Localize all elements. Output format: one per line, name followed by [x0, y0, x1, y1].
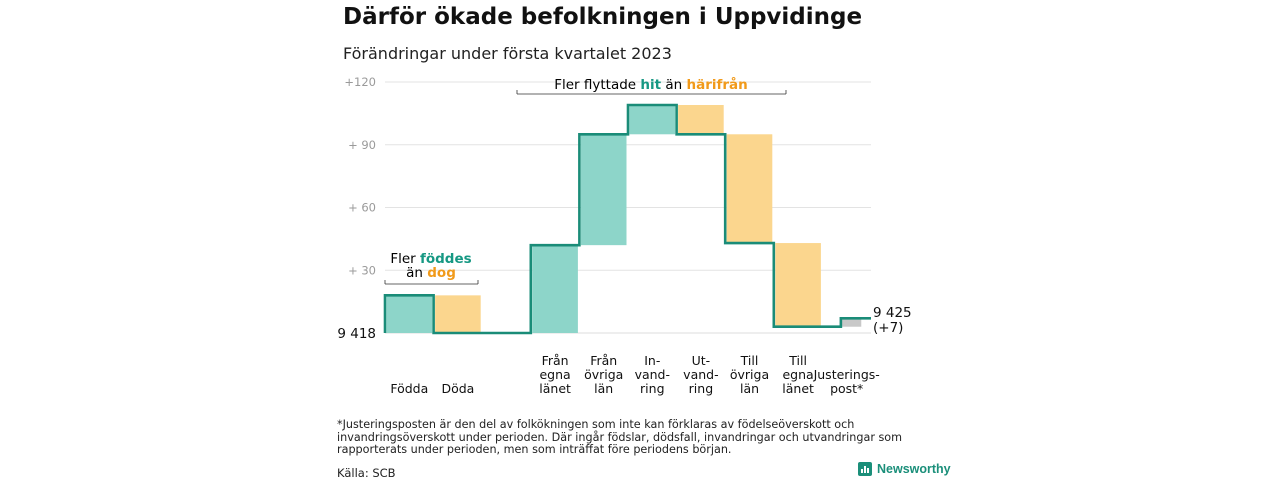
cumulative-step-line: [383, 103, 871, 335]
source-label: Källa: SCB: [337, 466, 396, 480]
category-label: Till: [788, 353, 807, 368]
category-label: län: [594, 381, 613, 396]
brand-name: Newsworthy: [877, 462, 951, 476]
category-label: Till: [740, 353, 759, 368]
bar: [435, 295, 481, 333]
waterfall-bars: [386, 105, 862, 333]
category-label: Justerings-: [813, 367, 880, 382]
category-label: Från: [542, 353, 569, 368]
category-labels: Födda DödaFrånegnalänetFrånövrigalänIn-va…: [390, 353, 879, 396]
category-label: län: [740, 381, 759, 396]
brand-logo: Newsworthy: [858, 462, 951, 476]
chart-title: Därför ökade befolkningen i Uppvidinge: [343, 4, 863, 30]
category-label: ring: [640, 381, 664, 396]
category-label: ring: [689, 381, 713, 396]
y-tick-label: + 60: [348, 201, 376, 215]
bar: [678, 105, 724, 135]
category-label: Födda: [390, 381, 428, 396]
category-label: länet: [782, 381, 814, 396]
end-value-label: 9 425: [873, 305, 912, 321]
bar: [386, 295, 433, 333]
bar: [840, 318, 862, 327]
births-annotation-line1: Fler föddes: [390, 251, 471, 267]
y-tick-label: + 90: [348, 138, 376, 152]
category-label: övriga: [730, 367, 769, 382]
bar: [532, 245, 578, 333]
births-annotation-line2: än dog: [406, 265, 456, 281]
newsworthy-icon: [858, 462, 872, 476]
end-change-label: (+7): [873, 320, 903, 336]
y-tick-labels: + 30 + 60 + 90 +120: [344, 75, 376, 277]
category-label: In-: [644, 353, 660, 368]
bar: [775, 243, 821, 327]
annotations: Fler föddes än dog Fler flyttade hit än …: [384, 76, 787, 285]
waterfall-chart: + 30+ 60+ 90+120 Födda DödaFrånegnalänetF…: [337, 75, 912, 396]
start-value-label: 9 418: [337, 326, 376, 342]
migration-annotation: Fler flyttade hit än härifrån: [554, 76, 748, 93]
category-label: länet: [539, 381, 571, 396]
chart-subtitle: Förändringar under första kvartalet 2023: [343, 44, 672, 63]
category-label: vand-: [683, 367, 718, 382]
bar: [629, 105, 676, 135]
category-label: vand-: [635, 367, 670, 382]
y-tick-label: + 30: [348, 263, 376, 277]
bar: [726, 134, 773, 244]
category-label: Från: [590, 353, 617, 368]
category-label: övriga: [584, 367, 623, 382]
category-label: post*: [830, 381, 863, 396]
category-label: egna: [782, 367, 813, 382]
bar: [580, 134, 627, 246]
y-tick-label: +120: [344, 75, 376, 89]
footnote: *Justeringsposten är den del av folkökni…: [337, 418, 903, 456]
waterfall-step-line: [383, 103, 871, 335]
category-label: Ut-: [692, 353, 711, 368]
category-label: egna: [539, 367, 570, 382]
category-label: Döda: [441, 381, 474, 396]
